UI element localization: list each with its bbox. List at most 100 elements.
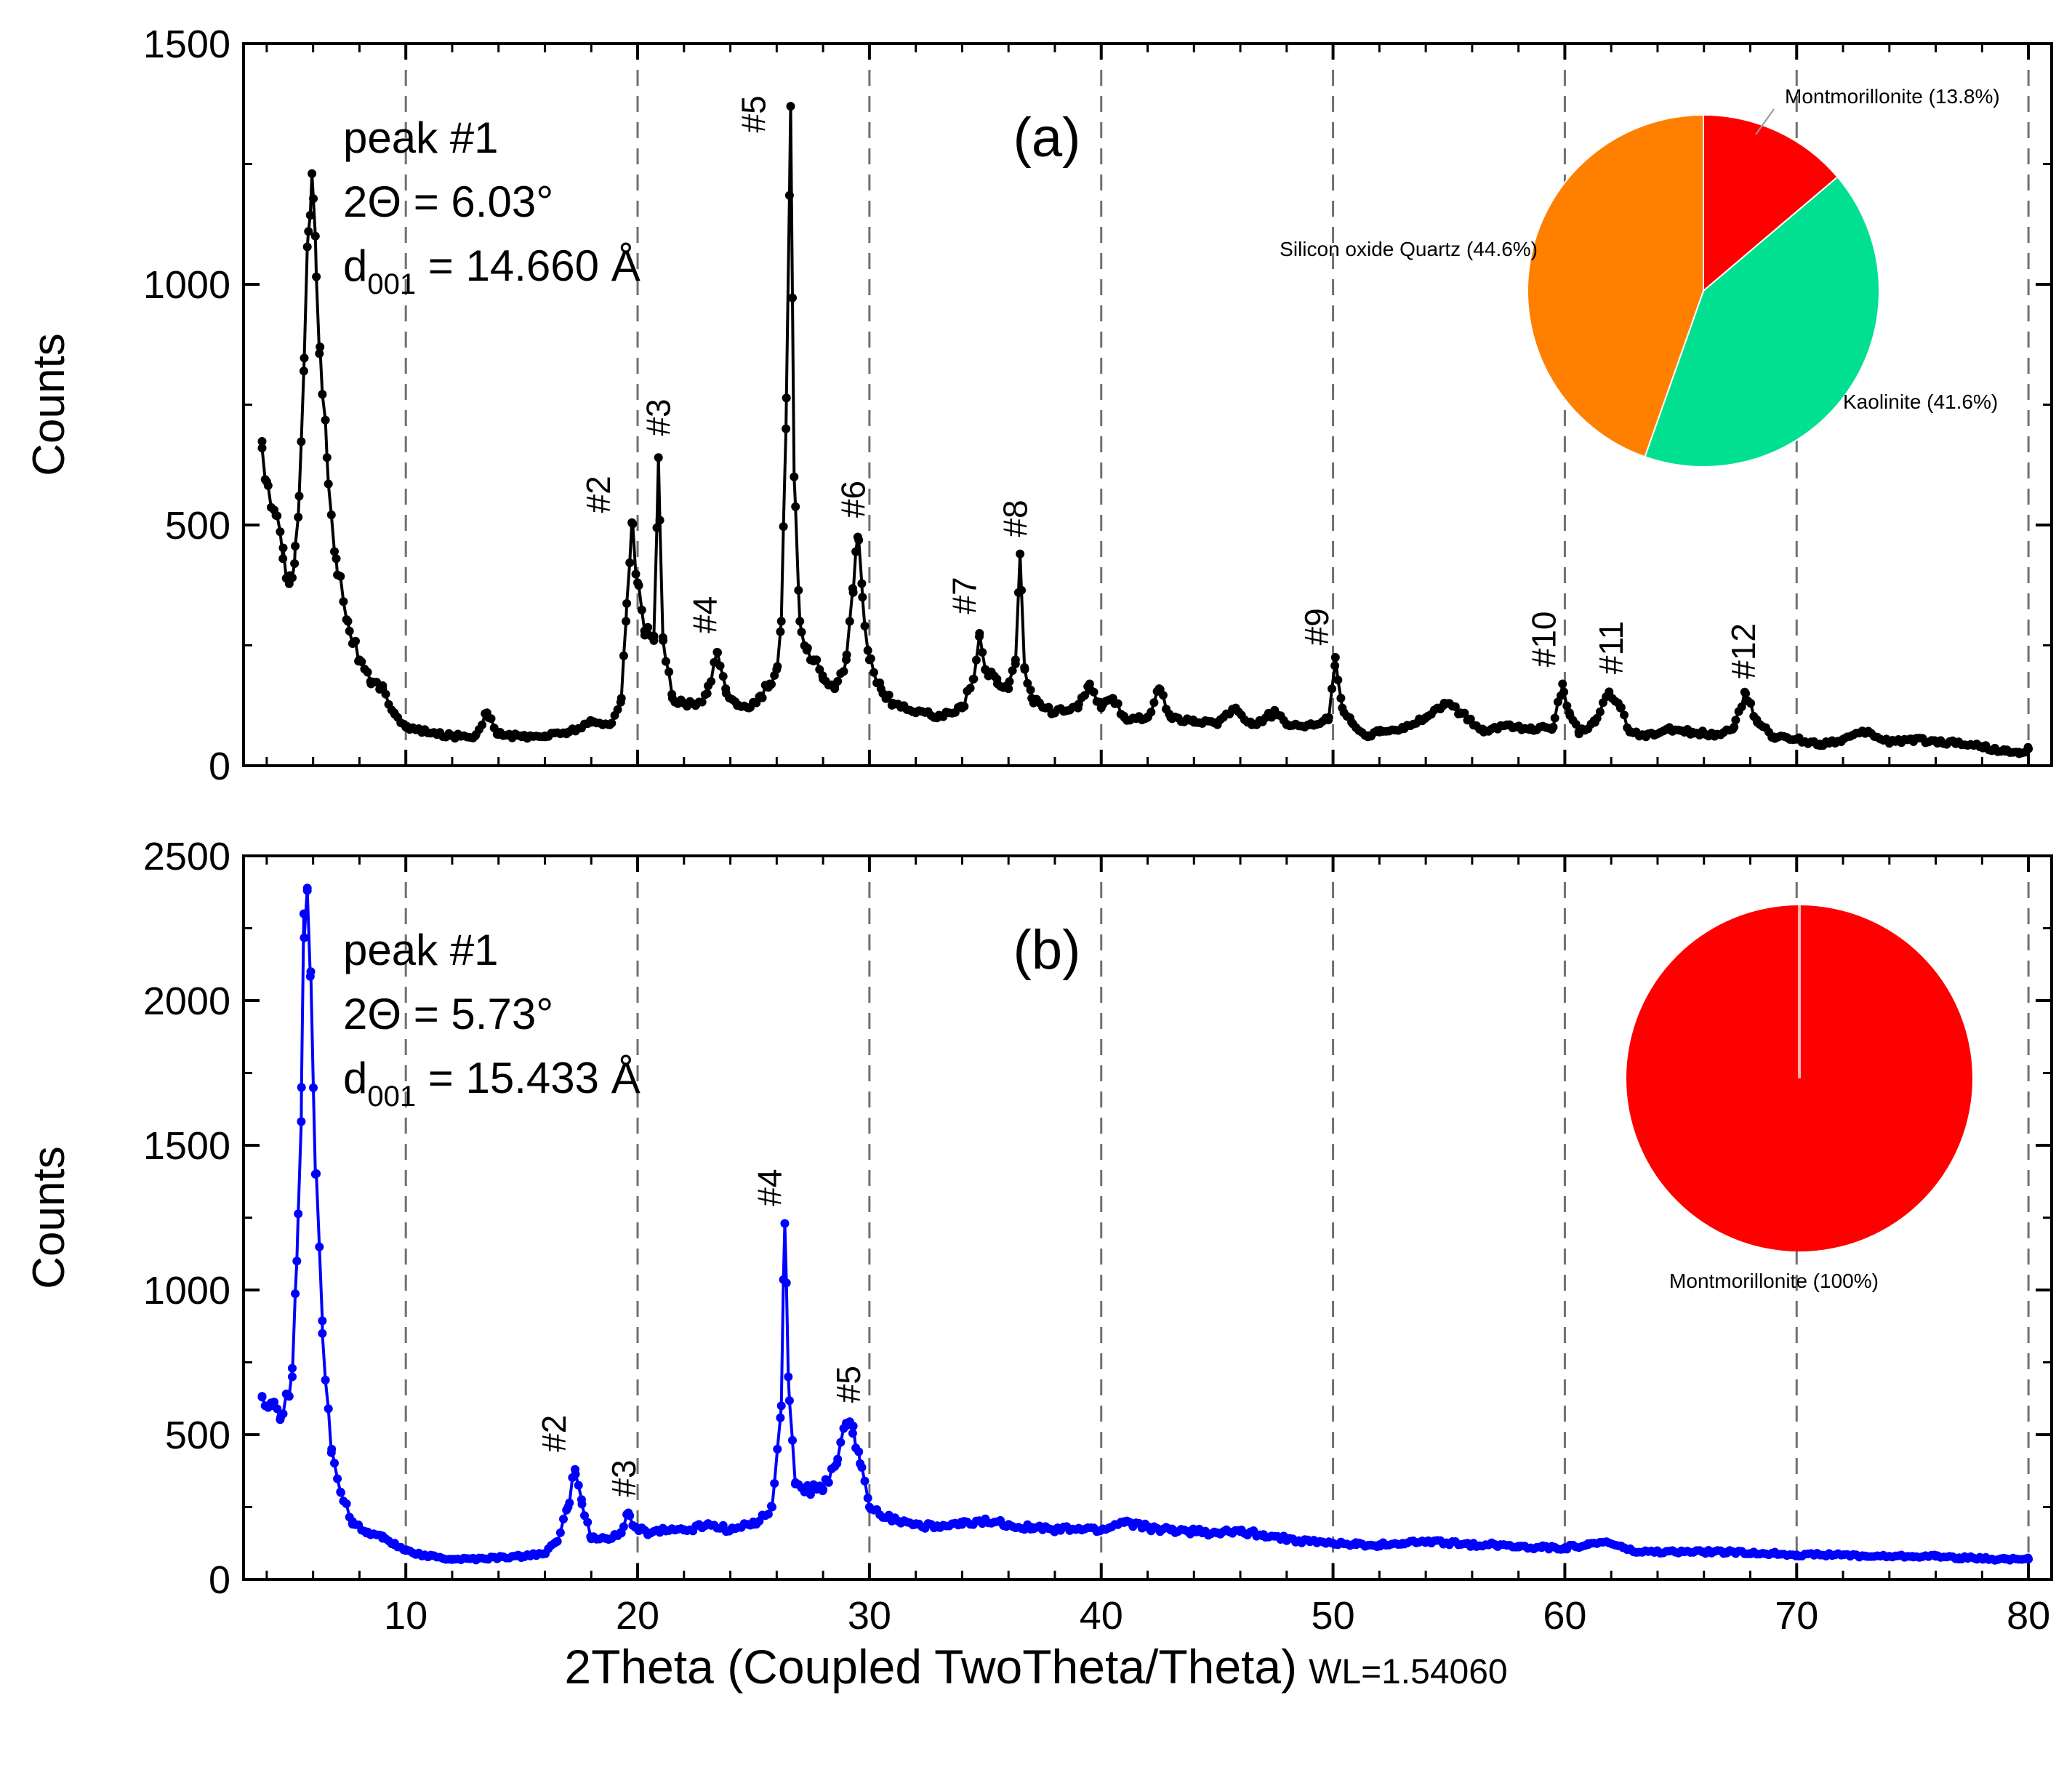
data-point [574,1481,583,1490]
annotation-d-spacing: d001 = 15.433 Å [343,1054,641,1113]
data-point [819,1485,828,1494]
data-point [345,626,354,636]
data-point [343,617,353,626]
data-point [315,1242,324,1251]
data-point [1746,699,1756,708]
data-point [330,1459,339,1468]
peak-label: #2 [535,1415,573,1452]
data-point [2024,744,2033,753]
y-tick-label: 1000 [143,263,230,307]
data-point [1016,549,1025,558]
data-point [782,1278,791,1288]
data-point [803,644,812,653]
data-point [1571,720,1581,729]
data-point [257,444,267,453]
data-point [773,662,782,671]
data-point [294,1209,303,1219]
data-point [288,1372,297,1382]
data-point [664,668,674,676]
data-point [332,554,341,564]
peak-label: #2 [579,476,617,513]
data-point [628,519,638,529]
data-point [1044,702,1053,712]
peak-label: #8 [997,500,1035,537]
data-point [863,646,872,655]
data-point [1026,685,1035,694]
data-point [634,581,643,590]
data-point [278,1409,288,1419]
data-point [321,1375,330,1385]
data-point [294,513,303,522]
data-point [860,1476,870,1486]
data-point [866,654,875,663]
data-point [812,655,822,665]
x-tick-label: 30 [848,1594,891,1638]
data-point [297,1083,306,1092]
data-point [270,1398,279,1407]
data-point [553,1536,562,1546]
data-point [299,909,308,918]
data-point [571,1470,580,1479]
data-point [857,1463,867,1472]
data-point [654,453,663,462]
peak-label: #9 [1298,608,1336,645]
peak-label: #10 [1525,612,1563,668]
data-point [857,579,867,588]
data-point [381,689,390,699]
data-point [965,684,975,693]
pie-slice [1644,176,1880,468]
panel-label: (b) [1013,919,1081,981]
data-point [302,886,312,895]
y-tick-label: 1500 [143,1124,230,1168]
data-point [758,693,767,702]
data-point [848,1422,858,1431]
data-point [291,1289,300,1299]
data-point [1333,676,1343,685]
pie-label: Kaolinite (41.6%) [1843,390,1998,413]
data-point [333,1474,342,1483]
d-symbol: d [343,241,367,290]
x-tick-label: 50 [1312,1594,1355,1638]
data-point [631,569,641,579]
data-point [649,631,659,641]
data-point [786,102,795,111]
data-point [1595,708,1605,716]
data-point [791,502,800,511]
x-tick-label: 20 [616,1594,659,1638]
data-point [960,702,969,711]
annotation-peak: peak #1 [343,113,499,162]
data-point [324,1404,333,1414]
data-point [336,1488,345,1497]
data-point [304,227,313,236]
data-point [316,342,325,352]
data-point [310,231,320,241]
data-point [1147,708,1156,717]
data-point [607,718,617,728]
y-tick-label: 2000 [143,979,230,1023]
data-point [297,1117,306,1126]
data-point [1330,661,1340,670]
peak-label: #11 [1592,621,1630,674]
x-tick-label: 10 [384,1594,427,1638]
data-point [315,349,324,358]
data-point [702,689,712,698]
data-point [1450,702,1460,711]
data-point [776,627,785,636]
data-point [842,650,851,660]
y-axis-title: Counts [24,1146,74,1289]
data-point [322,453,332,462]
data-point [1017,585,1026,595]
data-point [806,1490,815,1499]
data-point [273,1404,282,1414]
data-point [309,194,318,204]
data-point [869,668,878,677]
peak-label: #6 [835,481,872,518]
data-point [839,667,848,676]
data-point [833,676,843,686]
data-point [288,1363,297,1373]
data-point [2024,1555,2033,1564]
data-point [884,690,894,700]
data-point [321,415,330,425]
d-value: = 14.660 Å [416,241,641,290]
